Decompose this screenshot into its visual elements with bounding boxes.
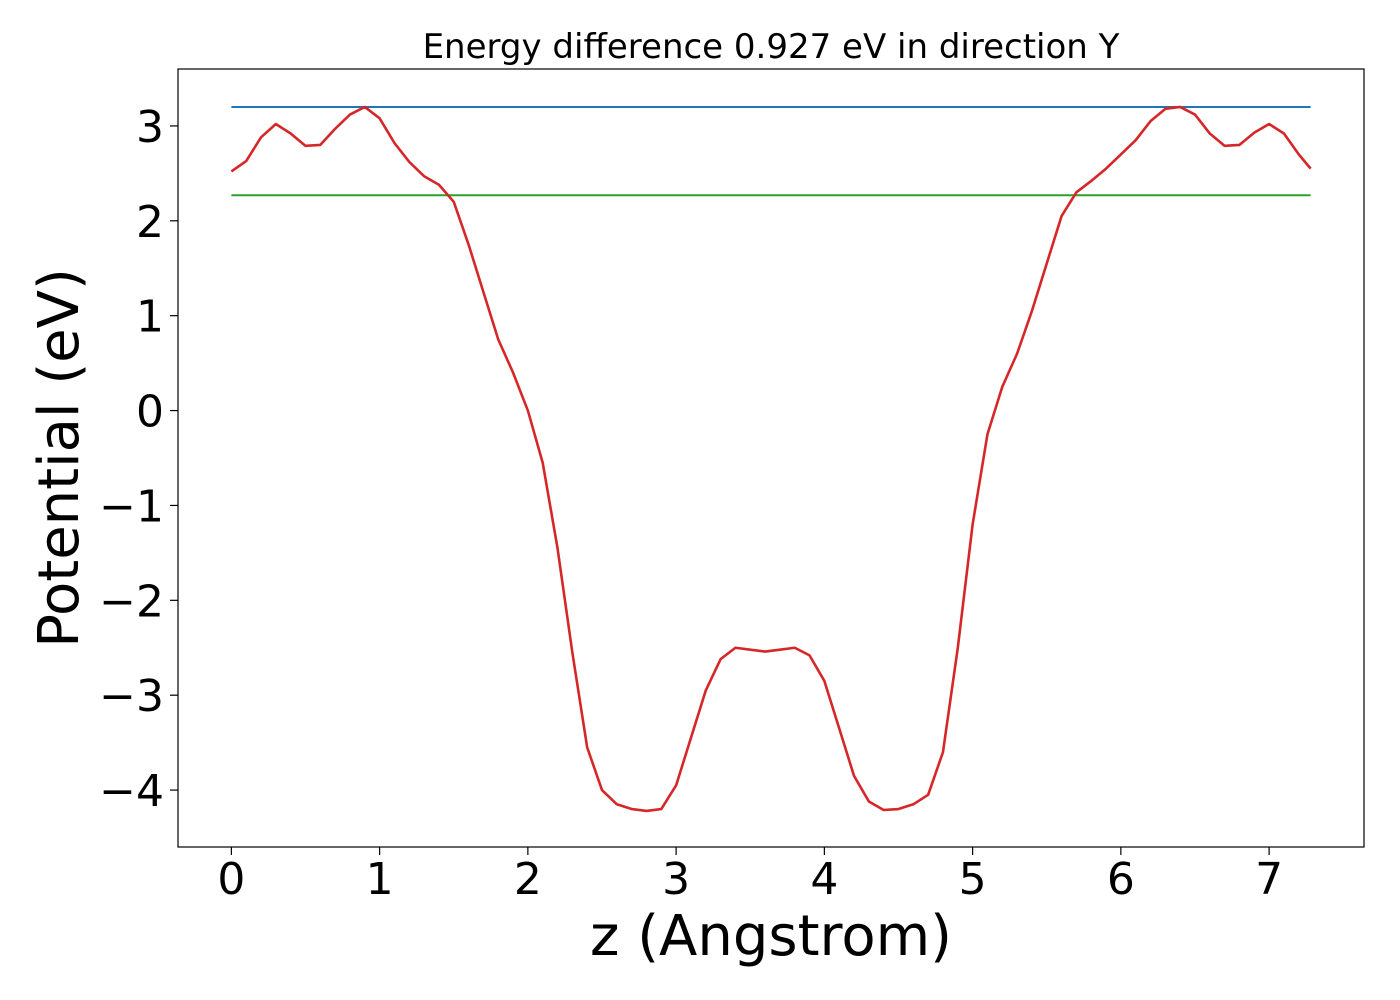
x-axis: 0 1 2 3 4 5 6 7 — [217, 847, 1283, 905]
y-tick-label: 2 — [136, 197, 164, 248]
y-tick-label: 0 — [136, 387, 164, 438]
series-layer — [230, 105, 1312, 813]
y-axis: −4 −3 −2 −1 0 1 2 3 — [99, 102, 178, 817]
y-axis-label: Potential (eV) — [27, 268, 92, 648]
x-tick-label: 4 — [810, 854, 838, 905]
x-tick-label: 5 — [959, 854, 987, 905]
x-axis-label: z (Angstrom) — [590, 904, 952, 969]
x-tick-label: 3 — [662, 854, 690, 905]
y-tick-label: −2 — [99, 576, 164, 627]
y-tick-label: −3 — [99, 671, 164, 722]
plot-frame — [177, 68, 1365, 848]
y-tick-label: 1 — [136, 292, 164, 343]
x-tick-label: 6 — [1107, 854, 1135, 905]
y-tick-label: −4 — [99, 766, 164, 817]
y-tick-label: −1 — [99, 481, 164, 532]
x-tick-label: 0 — [217, 854, 245, 905]
x-tick-label: 1 — [366, 854, 394, 905]
x-tick-label: 7 — [1255, 854, 1283, 905]
y-tick-label: 3 — [136, 102, 164, 153]
series-line-potential — [230, 105, 1312, 813]
chart-title: Energy difference 0.927 eV in direction … — [423, 27, 1120, 67]
x-tick-label: 2 — [514, 854, 542, 905]
